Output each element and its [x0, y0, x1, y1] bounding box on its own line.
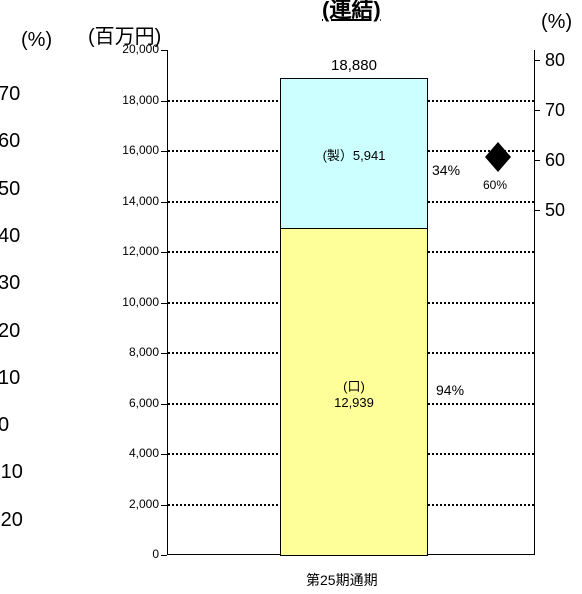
marker-label: 60% [483, 178, 508, 192]
y-tick [161, 454, 167, 455]
y-tick [161, 100, 167, 102]
left-axis-label: (%) [21, 29, 53, 51]
y-tick-label: 12,000 [122, 244, 159, 258]
bar-segment-label: (口) 12,939 [334, 378, 374, 410]
y2-tick [534, 60, 540, 61]
left-axis-tick-label: 40 [0, 225, 21, 247]
percent-label-top: 34% [432, 162, 461, 178]
y-tick-label: 16,000 [122, 143, 159, 157]
y-tick-label: 0 [152, 547, 159, 561]
y2-tick-label: 50 [545, 200, 566, 220]
left-axis-tick-label: 50 [0, 178, 21, 200]
left-axis-tick-label: -10 [0, 461, 23, 483]
y-tick [161, 252, 167, 253]
left-axis-tick-label: 0 [0, 414, 10, 436]
y-tick-label: 6,000 [128, 395, 159, 410]
y-tick-label: 18,000 [122, 92, 159, 107]
y-tick [161, 353, 167, 354]
left-axis-tick-label: 20 [0, 320, 21, 342]
chart-title: (連結) [322, 0, 381, 22]
y2-tick [534, 110, 540, 111]
y-tick-label: 8,000 [128, 345, 159, 359]
left-axis-tick-label: 70 [0, 83, 21, 105]
y-tick [161, 403, 167, 405]
bar-segment-label: (製）5,941 [322, 148, 386, 164]
y-tick [161, 50, 167, 51]
y-axis-label: (百万円) [88, 26, 162, 48]
y-tick-label: 14,000 [122, 193, 159, 208]
left-axis-tick-label: 30 [0, 272, 21, 294]
y2-tick-label: 80 [545, 50, 566, 70]
bar-segment-bottom [280, 228, 428, 556]
left-axis-tick-label: 60 [0, 130, 21, 152]
y-tick-label: 2,000 [128, 496, 159, 511]
y-tick [161, 555, 167, 556]
y-tick [161, 302, 167, 304]
y-tick [161, 151, 167, 152]
bar-total-label: 18,880 [331, 57, 377, 75]
left-axis-tick-label: 10 [0, 367, 21, 389]
y2-tick-label: 70 [545, 100, 566, 120]
y2-tick [534, 210, 540, 211]
percent-label-bottom: 94% [436, 382, 465, 398]
x-category-label: 第25期通期 [306, 572, 378, 588]
bar-segment-top [280, 78, 428, 230]
left-axis-tick-label: -20 [0, 509, 23, 531]
y-tick-label: 20,000 [122, 42, 159, 56]
y-tick [161, 201, 167, 203]
y2-tick [534, 160, 540, 161]
y-tick-label: 10,000 [122, 294, 159, 309]
y-tick [161, 504, 167, 506]
y2-axis-label: (%) [541, 11, 573, 33]
diamond-marker-icon [485, 142, 511, 172]
y2-tick-label: 60 [545, 150, 566, 170]
y-tick-label: 4,000 [128, 446, 159, 460]
